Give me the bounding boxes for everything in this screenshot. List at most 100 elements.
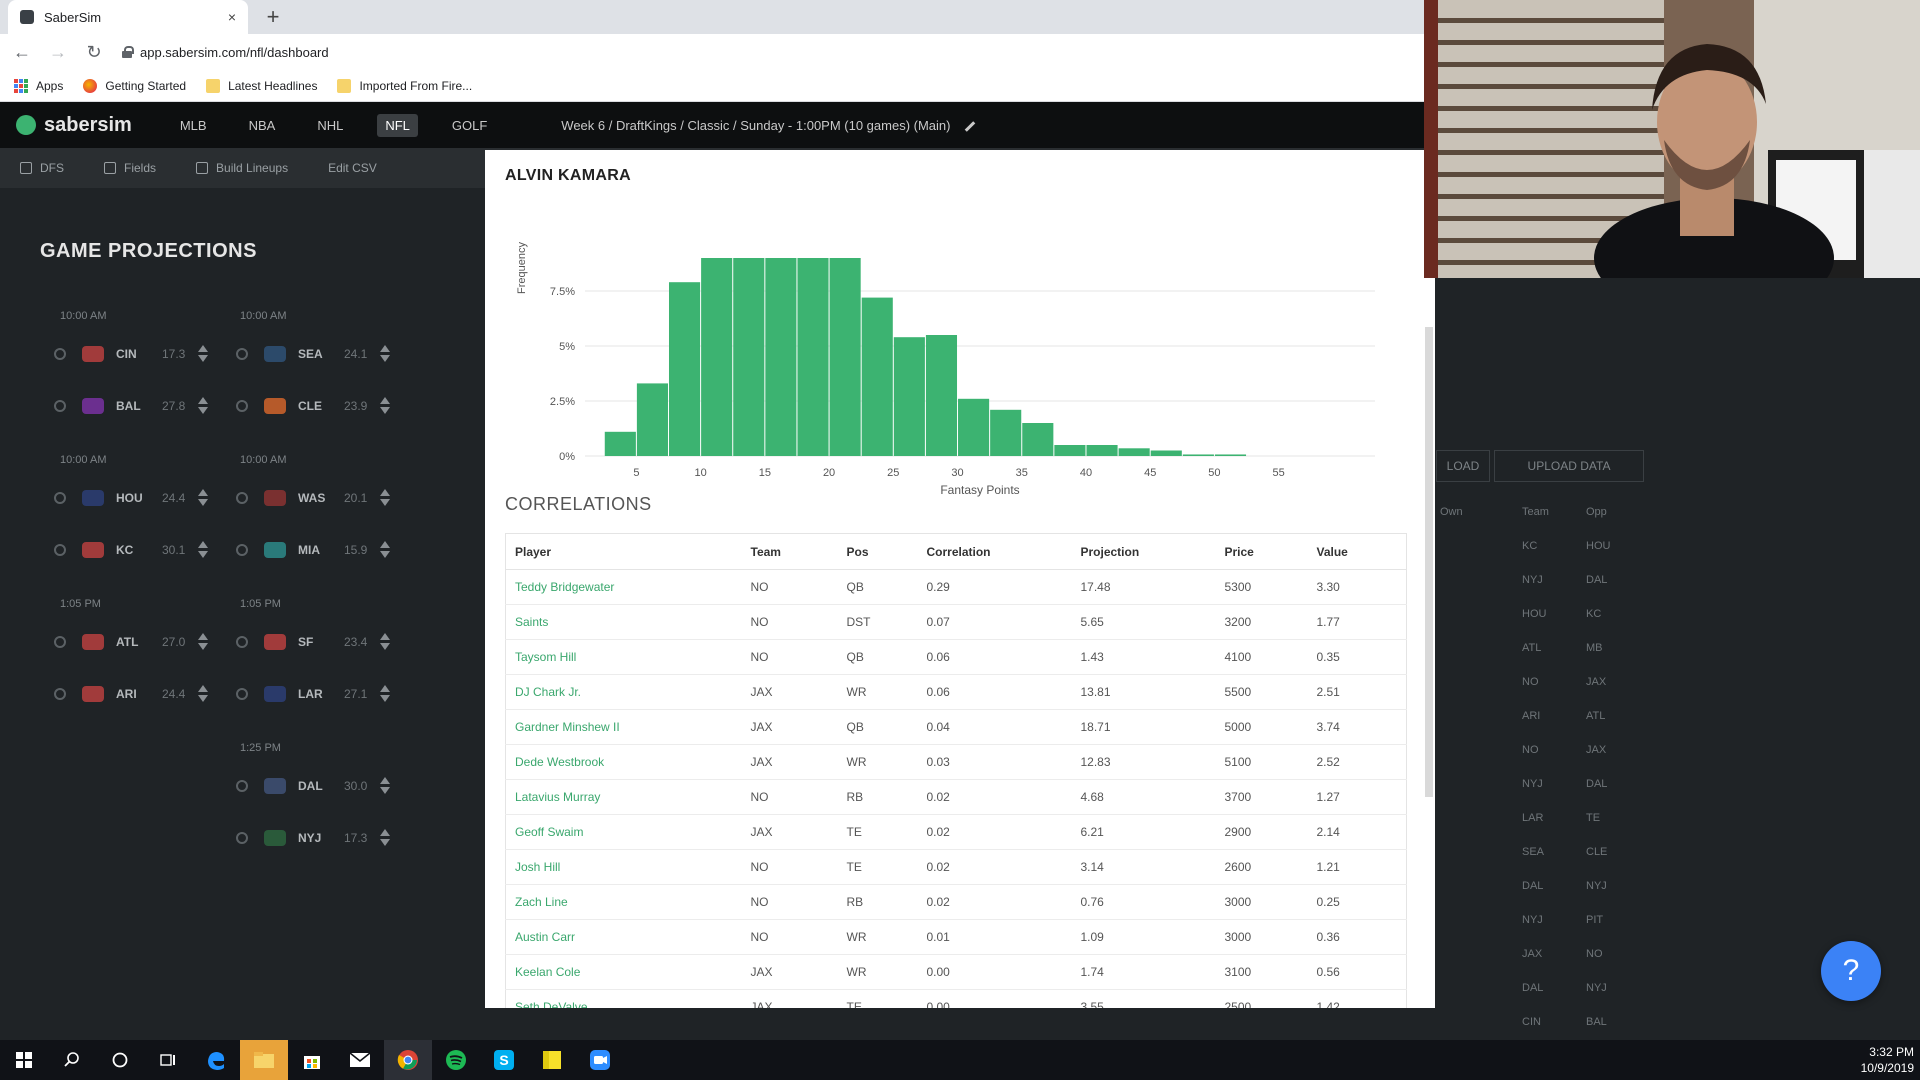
histogram-bar[interactable] [1214, 454, 1247, 456]
player-link[interactable]: Latavius Murray [505, 779, 742, 815]
player-link[interactable]: Gardner Minshew II [505, 709, 742, 745]
browser-tab[interactable]: SaberSim × [8, 0, 248, 34]
column-header-opp[interactable]: Opp [1586, 506, 1607, 518]
game-team-row[interactable]: DAL 30.0 [236, 777, 390, 795]
player-link[interactable]: Josh Hill [505, 849, 742, 885]
histogram-bar[interactable] [636, 383, 668, 456]
column-header-own[interactable]: Own [1440, 506, 1463, 518]
player-link[interactable]: Keelan Cole [505, 954, 742, 990]
sort-arrows-icon[interactable] [380, 829, 390, 847]
sort-arrows-icon[interactable] [198, 489, 208, 507]
toolbar-dfs[interactable]: DFS [20, 161, 64, 175]
exclude-icon[interactable] [54, 348, 66, 360]
system-clock[interactable]: 3:32 PM 10/9/2019 [1861, 1044, 1914, 1076]
column-header-correlation[interactable]: Correlation [917, 533, 1072, 570]
chrome-icon[interactable] [384, 1040, 432, 1080]
nav-sport-nhl[interactable]: NHL [317, 117, 344, 133]
player-link[interactable]: Austin Carr [505, 919, 742, 955]
sort-arrows-icon[interactable] [380, 633, 390, 651]
histogram-bar[interactable] [829, 258, 861, 456]
exclude-icon[interactable] [236, 348, 248, 360]
download-button[interactable]: LOAD [1436, 450, 1490, 482]
game-team-row[interactable]: CIN 17.3 [54, 345, 208, 363]
column-header-team[interactable]: Team [1522, 506, 1549, 518]
sabersim-logo[interactable]: sabersim [16, 114, 132, 137]
file-explorer-icon[interactable] [240, 1040, 288, 1080]
url-field[interactable]: app.sabersim.com/nfl/dashboard [140, 44, 329, 60]
game-team-row[interactable]: BAL 27.8 [54, 397, 208, 415]
exclude-icon[interactable] [54, 688, 66, 700]
bookmark-apps[interactable]: Apps [14, 78, 63, 93]
store-icon[interactable] [288, 1040, 336, 1080]
bookmark-getting-started[interactable]: Getting Started [83, 78, 186, 93]
sort-arrows-icon[interactable] [380, 777, 390, 795]
histogram-bar[interactable] [1182, 454, 1214, 456]
histogram-bar[interactable] [893, 337, 925, 456]
histogram-bar[interactable] [958, 398, 990, 456]
nav-sport-golf[interactable]: GOLF [451, 117, 488, 133]
game-team-row[interactable]: ATL 27.0 [54, 633, 208, 651]
histogram-bar[interactable] [1086, 445, 1118, 456]
column-header-value[interactable]: Value [1307, 533, 1407, 570]
game-team-row[interactable]: HOU 24.4 [54, 489, 208, 507]
close-tab-icon[interactable]: × [227, 9, 236, 25]
skype-icon[interactable]: S [480, 1040, 528, 1080]
histogram-bar[interactable] [861, 297, 893, 456]
toolbar-edit-csv[interactable]: Edit CSV [328, 161, 377, 175]
nav-sport-nba[interactable]: NBA [248, 117, 276, 133]
game-team-row[interactable]: SF 23.4 [236, 633, 390, 651]
histogram-bar[interactable] [733, 258, 765, 456]
histogram-bar[interactable] [925, 335, 958, 456]
exclude-icon[interactable] [236, 832, 248, 844]
game-team-row[interactable]: ARI 24.4 [54, 685, 208, 703]
sort-arrows-icon[interactable] [380, 345, 390, 363]
player-link[interactable]: Dede Westbrook [505, 744, 742, 780]
bookmark-imported[interactable]: Imported From Fire... [337, 78, 472, 93]
player-link[interactable]: Saints [505, 604, 742, 640]
sort-arrows-icon[interactable] [380, 397, 390, 415]
column-header-player[interactable]: Player [505, 533, 742, 570]
upload-data-button[interactable]: UPLOAD DATA [1494, 450, 1644, 482]
mail-icon[interactable] [336, 1040, 384, 1080]
histogram-bar[interactable] [990, 409, 1022, 456]
histogram-bar[interactable] [1118, 448, 1150, 456]
exclude-icon[interactable] [236, 400, 248, 412]
game-team-row[interactable]: CLE 23.9 [236, 397, 390, 415]
zoom-icon[interactable] [576, 1040, 624, 1080]
exclude-icon[interactable] [54, 492, 66, 504]
sort-arrows-icon[interactable] [380, 541, 390, 559]
player-link[interactable]: DJ Chark Jr. [505, 674, 742, 710]
player-link[interactable]: Seth DeValve [505, 989, 742, 1008]
exclude-icon[interactable] [236, 544, 248, 556]
edge-browser-icon[interactable] [192, 1040, 240, 1080]
histogram-bar[interactable] [668, 282, 701, 456]
histogram-bar[interactable] [701, 258, 733, 456]
nav-sport-nfl[interactable]: NFL [377, 113, 418, 137]
exclude-icon[interactable] [54, 544, 66, 556]
histogram-bar[interactable] [1054, 445, 1086, 456]
exclude-icon[interactable] [54, 636, 66, 648]
search-icon[interactable] [48, 1040, 96, 1080]
histogram-bar[interactable] [797, 258, 829, 456]
sort-arrows-icon[interactable] [380, 685, 390, 703]
exclude-icon[interactable] [236, 492, 248, 504]
pencil-icon[interactable] [964, 120, 976, 132]
cortana-icon[interactable] [96, 1040, 144, 1080]
histogram-bar[interactable] [1022, 423, 1054, 456]
game-team-row[interactable]: WAS 20.1 [236, 489, 390, 507]
back-arrow-icon[interactable]: ← [13, 42, 31, 62]
column-header-projection[interactable]: Projection [1071, 533, 1216, 570]
exclude-icon[interactable] [236, 688, 248, 700]
task-view-icon[interactable] [144, 1040, 192, 1080]
reload-icon[interactable]: ↻ [86, 42, 102, 62]
exclude-icon[interactable] [236, 780, 248, 792]
modal-scrollbar[interactable] [1425, 327, 1433, 797]
new-tab-button[interactable]: + [266, 4, 280, 29]
game-team-row[interactable]: KC 30.1 [54, 541, 208, 559]
game-team-row[interactable]: LAR 27.1 [236, 685, 390, 703]
bookmark-latest-headlines[interactable]: Latest Headlines [206, 78, 317, 93]
exclude-icon[interactable] [236, 636, 248, 648]
column-header-pos[interactable]: Pos [837, 533, 918, 570]
windows-start-icon[interactable] [0, 1040, 48, 1080]
nav-sport-mlb[interactable]: MLB [179, 117, 207, 133]
